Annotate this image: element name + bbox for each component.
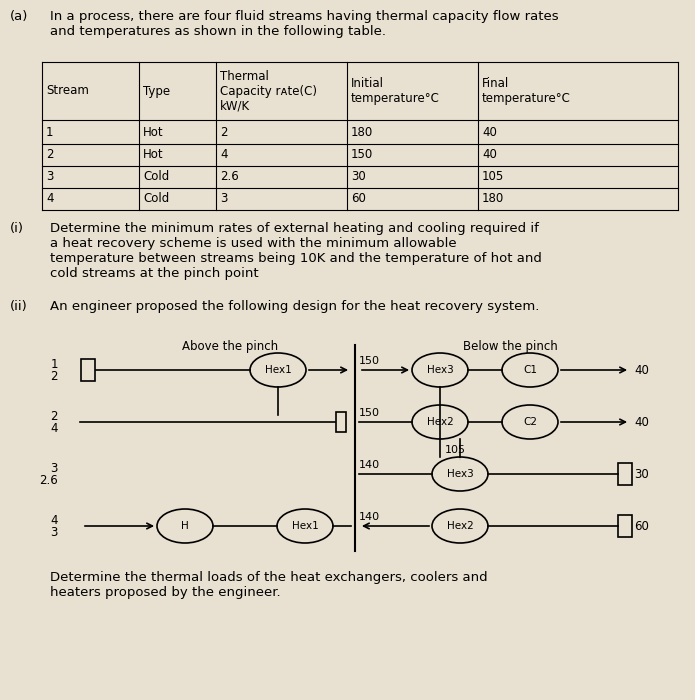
Text: Hex3: Hex3 [447, 469, 473, 479]
Text: 3: 3 [220, 193, 227, 206]
Bar [336, 412, 346, 432]
Text: 2.6: 2.6 [39, 473, 58, 486]
Text: Hot: Hot [143, 148, 163, 162]
Text: Type: Type [143, 85, 170, 97]
Text: 140: 140 [359, 460, 380, 470]
Text: C2: C2 [523, 417, 537, 427]
Text: C1: C1 [523, 365, 537, 375]
Text: 2: 2 [51, 370, 58, 382]
Text: Cold: Cold [143, 171, 170, 183]
Text: 40: 40 [482, 148, 497, 162]
Bar [618, 463, 632, 485]
Text: Determine the minimum rates of external heating and cooling required if
a heat r: Determine the minimum rates of external … [50, 222, 542, 280]
Text: 105: 105 [445, 445, 466, 455]
Text: 3: 3 [51, 461, 58, 475]
Text: 40: 40 [482, 125, 497, 139]
Text: 3: 3 [51, 526, 58, 538]
Bar [81, 359, 95, 381]
Text: 30: 30 [634, 468, 648, 480]
Text: 4: 4 [51, 514, 58, 526]
Text: 40: 40 [634, 416, 649, 428]
Text: 2: 2 [46, 148, 54, 162]
Text: 1: 1 [51, 358, 58, 370]
Text: (a): (a) [10, 10, 28, 23]
Text: H: H [181, 521, 189, 531]
Text: 180: 180 [482, 193, 505, 206]
Text: 2: 2 [220, 125, 227, 139]
Text: 2.6: 2.6 [220, 171, 239, 183]
Text: Stream: Stream [46, 85, 89, 97]
Text: An engineer proposed the following design for the heat recovery system.: An engineer proposed the following desig… [50, 300, 539, 313]
Text: Cold: Cold [143, 193, 170, 206]
Text: 180: 180 [351, 125, 373, 139]
Text: 30: 30 [351, 171, 366, 183]
Text: Initial
temperature°C: Initial temperature°C [351, 77, 440, 105]
Text: 150: 150 [351, 148, 373, 162]
Text: In a process, there are four fluid streams having thermal capacity flow rates
an: In a process, there are four fluid strea… [50, 10, 559, 38]
Text: 40: 40 [634, 363, 649, 377]
Text: 150: 150 [359, 408, 380, 418]
Text: 60: 60 [634, 519, 649, 533]
Text: Hot: Hot [143, 125, 163, 139]
Text: (ii): (ii) [10, 300, 28, 313]
Text: 4: 4 [51, 421, 58, 435]
Text: 4: 4 [46, 193, 54, 206]
Bar [618, 515, 632, 537]
Text: Hex1: Hex1 [265, 365, 291, 375]
Text: 105: 105 [482, 171, 505, 183]
Text: Thermal
Capacity rᴀte(C)
kW/K: Thermal Capacity rᴀte(C) kW/K [220, 69, 317, 113]
Text: 1: 1 [46, 125, 54, 139]
Text: 150: 150 [359, 356, 380, 366]
Text: 4: 4 [220, 148, 227, 162]
Text: Hex3: Hex3 [427, 365, 453, 375]
Text: Determine the thermal loads of the heat exchangers, coolers and
heaters proposed: Determine the thermal loads of the heat … [50, 571, 488, 599]
Text: 2: 2 [51, 410, 58, 423]
Text: Above the pinch: Above the pinch [182, 340, 278, 353]
Text: Hex2: Hex2 [447, 521, 473, 531]
Text: Hex1: Hex1 [292, 521, 318, 531]
Text: Hex2: Hex2 [427, 417, 453, 427]
Text: Below the pinch: Below the pinch [463, 340, 557, 353]
Text: (i): (i) [10, 222, 24, 235]
Text: Final
temperature°C: Final temperature°C [482, 77, 571, 105]
Text: 3: 3 [46, 171, 54, 183]
Text: 140: 140 [359, 512, 380, 522]
Text: 60: 60 [351, 193, 366, 206]
